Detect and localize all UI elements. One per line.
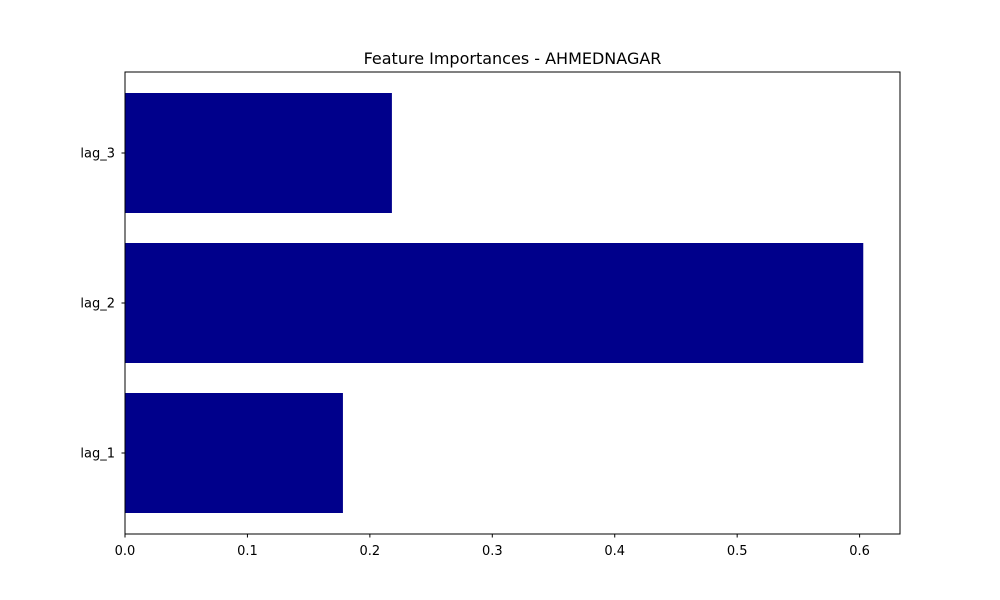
x-tick-label: 0.6 xyxy=(849,544,870,559)
y-tick-label: lag_1 xyxy=(80,447,115,462)
bar-lag_3 xyxy=(125,93,392,213)
chart-title: Feature Importances - AHMEDNAGAR xyxy=(364,49,662,68)
x-tick-label: 0.4 xyxy=(604,544,625,559)
ticks-layer: lag_1 lag_2 lag_3 0.0 0.1 0.2 0.3 0.4 0.5 0.6 xyxy=(80,147,870,560)
bar-lag_2 xyxy=(125,243,864,363)
x-tick-label: 0.2 xyxy=(360,544,381,559)
x-tick-label: 0.1 xyxy=(237,544,258,559)
y-tick-label: lag_3 xyxy=(80,147,115,162)
x-tick-label: 0.5 xyxy=(727,544,748,559)
x-tick-label: 0.0 xyxy=(115,544,136,559)
y-tick-label: lag_2 xyxy=(80,297,115,312)
bars-layer xyxy=(125,93,864,513)
x-tick-label: 0.3 xyxy=(482,544,503,559)
bar-lag_1 xyxy=(125,393,343,513)
